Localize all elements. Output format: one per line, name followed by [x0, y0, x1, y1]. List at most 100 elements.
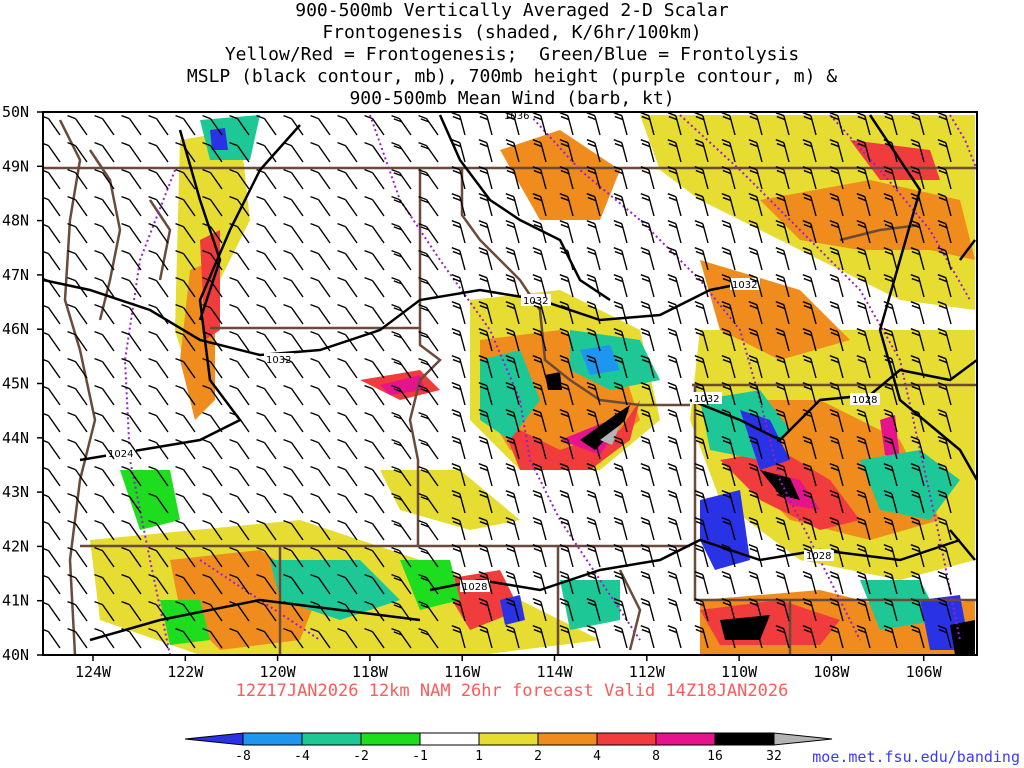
- wind-barb: [505, 517, 520, 541]
- wind-barb: [121, 492, 142, 514]
- wind-barb: [202, 519, 223, 541]
- wind-barb: [256, 573, 277, 595]
- wind-barb: [640, 193, 655, 217]
- wind-barb: [202, 222, 223, 244]
- wind-barb: [586, 598, 601, 622]
- wind-barb: [937, 274, 952, 298]
- mslp-label: 1028: [462, 582, 487, 593]
- wind-barb: [418, 627, 439, 649]
- wind-barb: [43, 169, 61, 190]
- wind-barb: [721, 112, 736, 136]
- wind-barb: [748, 301, 763, 325]
- wind-barb: [694, 382, 709, 406]
- wind-barb: [883, 598, 898, 622]
- wind-barb: [175, 627, 196, 649]
- wind-barb: [478, 301, 493, 325]
- wind-barb: [829, 220, 844, 244]
- wind-barb: [559, 490, 574, 514]
- wind-barb: [43, 196, 61, 217]
- wind-barb: [721, 490, 736, 514]
- wind-barb: [748, 328, 763, 352]
- wind-barb: [667, 247, 682, 271]
- wind-barb: [829, 409, 844, 433]
- wind-barb: [802, 409, 817, 433]
- wind-barb: [802, 166, 817, 190]
- wind-barb: [532, 274, 547, 298]
- wind-barb: [613, 247, 628, 271]
- wind-barb: [451, 463, 466, 487]
- wind-barb: [43, 601, 61, 622]
- wind-barb: [586, 301, 601, 325]
- wind-barb: [694, 463, 709, 487]
- wind-barb: [694, 490, 709, 514]
- wind-barb: [256, 168, 277, 190]
- wind-barb: [451, 436, 466, 460]
- colorbar-label: 1: [475, 749, 483, 764]
- wind-barb: [67, 573, 88, 595]
- wind-barb: [586, 328, 601, 352]
- wind-barb: [721, 517, 736, 541]
- wind-barb: [283, 411, 304, 433]
- wind-barb: [229, 276, 250, 298]
- wind-barb: [721, 301, 736, 325]
- wind-barb: [532, 328, 547, 352]
- wind-barb: [883, 355, 898, 379]
- wind-barb: [43, 439, 61, 460]
- wind-barb: [802, 112, 817, 136]
- wind-barb: [256, 411, 277, 433]
- title-line-4: MSLP (black contour, mb), 700mb height (…: [186, 66, 838, 87]
- colorbar-swatch: [655, 732, 716, 746]
- wind-barb: [451, 490, 466, 514]
- wind-barb: [856, 409, 871, 433]
- wind-barb: [256, 195, 277, 217]
- wind-barb: [94, 546, 115, 568]
- wind-barb: [229, 357, 250, 379]
- wind-barb: [43, 385, 61, 406]
- wind-barb: [667, 355, 682, 379]
- wind-barb: [532, 247, 547, 271]
- wind-barb: [910, 166, 925, 190]
- wind-barb: [613, 301, 628, 325]
- wind-barb: [694, 328, 709, 352]
- wind-barb: [775, 220, 790, 244]
- wind-barb: [391, 411, 412, 433]
- wind-barb: [67, 303, 88, 325]
- wind-barb: [451, 247, 466, 271]
- wind-barb: [883, 328, 898, 352]
- colorbar-swatch: [301, 732, 362, 746]
- wind-barb: [478, 544, 493, 568]
- wind-barb: [121, 168, 142, 190]
- wind-barb: [532, 220, 547, 244]
- wind-barb: [937, 625, 952, 649]
- wind-barb: [478, 355, 493, 379]
- wind-barb: [559, 517, 574, 541]
- wind-barb: [310, 384, 331, 406]
- wind-barb: [775, 463, 790, 487]
- wind-barb: [856, 382, 871, 406]
- credit-link[interactable]: moe.met.fsu.edu/banding: [812, 748, 1020, 766]
- wind-barb: [694, 544, 709, 568]
- wind-barb: [478, 328, 493, 352]
- wind-barb: [94, 141, 115, 163]
- colorbar-arrow-right: [773, 732, 833, 746]
- wind-barb: [229, 195, 250, 217]
- colorbar-swatch: [537, 732, 598, 746]
- wind-barb: [937, 409, 952, 433]
- wind-barb: [175, 195, 196, 217]
- colorbar-swatch: [242, 732, 303, 746]
- wind-barb: [451, 220, 466, 244]
- wind-barb: [829, 382, 844, 406]
- wind-barb: [337, 303, 358, 325]
- wind-barb: [337, 276, 358, 298]
- wind-barb: [478, 463, 493, 487]
- wind-barb: [256, 141, 277, 163]
- wind-barb: [586, 436, 601, 460]
- wind-barb: [121, 519, 142, 541]
- wind-barb: [883, 193, 898, 217]
- wind-barb: [364, 303, 385, 325]
- wind-barb: [856, 112, 871, 136]
- wind-barb: [283, 303, 304, 325]
- wind-barb: [418, 600, 439, 622]
- wind-barb: [94, 573, 115, 595]
